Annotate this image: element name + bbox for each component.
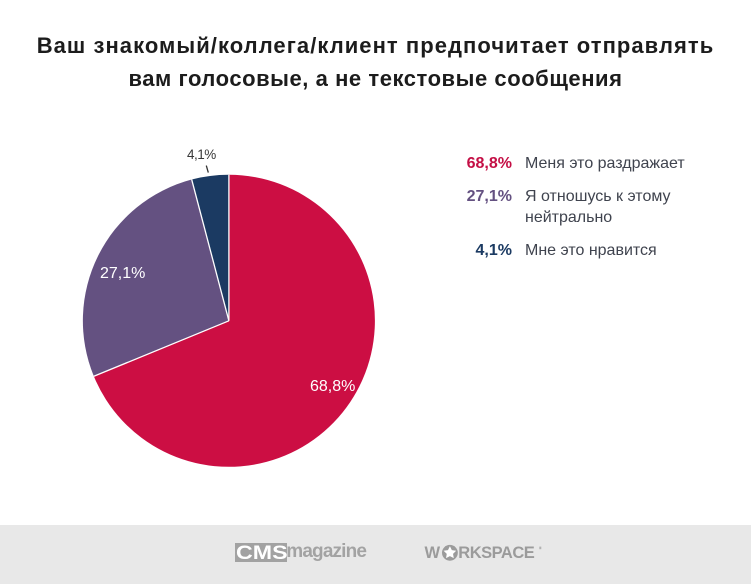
svg-text:RKSPACE: RKSPACE [458, 544, 534, 562]
svg-text:W: W [425, 544, 441, 562]
